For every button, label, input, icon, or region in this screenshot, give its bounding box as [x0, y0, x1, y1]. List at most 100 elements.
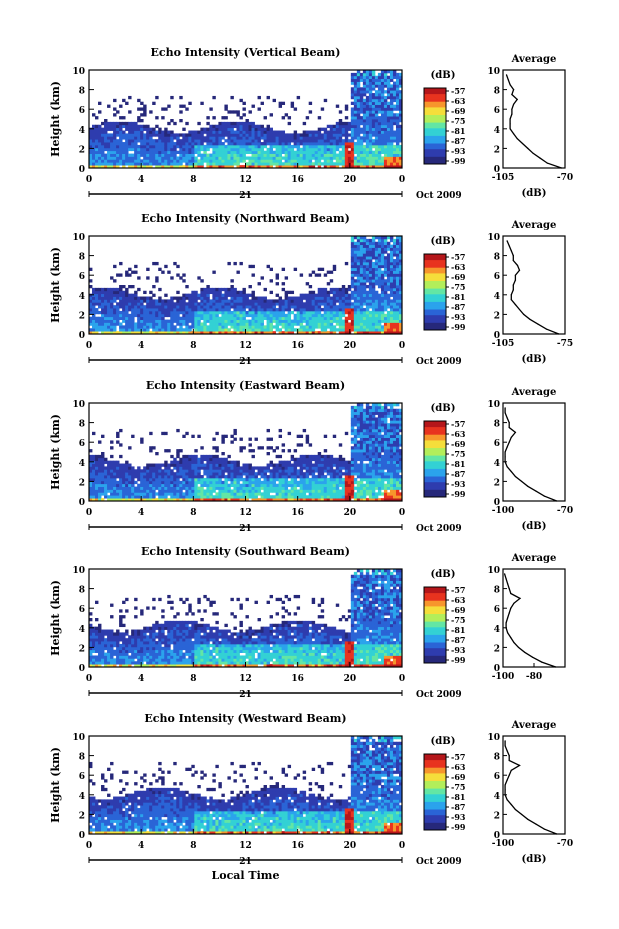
heatmap-cell: [299, 460, 304, 464]
heatmap-cell: [170, 296, 174, 300]
heatmap-cell: [200, 305, 204, 309]
heatmap-cell: [248, 142, 252, 146]
heatmap-cell: [95, 331, 99, 335]
heatmap-cell: [107, 328, 111, 332]
heatmap-cell: [284, 150, 289, 154]
colorbar-swatch: [424, 133, 446, 136]
heatmap-cell: [386, 153, 391, 157]
heatmap-cell: [137, 305, 141, 309]
heatmap-cell: [254, 136, 258, 140]
heatmap-cell: [200, 133, 204, 137]
heatmap-cell: [374, 110, 379, 114]
heatmap-cell: [338, 305, 343, 309]
heatmap-cell: [335, 328, 340, 332]
heatmap-cell: [245, 310, 249, 315]
profile-y-tick-label: 8: [494, 253, 500, 263]
heatmap-cell: [218, 299, 222, 303]
heatmap-cell: [395, 267, 400, 271]
heatmap-cell: [236, 127, 240, 131]
heatmap-cell: [116, 463, 120, 467]
heatmap-cell: [245, 302, 249, 306]
heatmap-cell: [194, 165, 198, 169]
heatmap-cell: [167, 144, 171, 149]
heatmap-cell: [251, 296, 255, 300]
heatmap-cell: [341, 328, 346, 332]
heatmap-cell: [146, 133, 150, 137]
heatmap-cell: [287, 463, 292, 467]
heatmap-cell: [236, 153, 240, 157]
heatmap-cell: [374, 127, 379, 131]
heatmap-cell: [281, 133, 286, 137]
heatmap-cell: [326, 165, 331, 169]
heatmap-cell: [188, 296, 192, 300]
heatmap-cell: [215, 472, 219, 476]
heatmap-cell: [164, 463, 168, 467]
heatmap-cell: [356, 110, 361, 114]
heatmap-cell: [377, 133, 382, 137]
heatmap-cell: [116, 124, 120, 129]
heatmap-cell: [386, 133, 391, 137]
heatmap-cell: [302, 457, 307, 462]
heatmap-cell: [329, 310, 334, 315]
heatmap-cell: [278, 308, 283, 312]
heatmap-cell: [161, 480, 165, 485]
heatmap-cell: [260, 142, 264, 146]
heatmap-cell: [365, 121, 370, 126]
heatmap-cell: [203, 130, 207, 134]
heatmap-cell: [290, 290, 295, 295]
heatmap-cell: [350, 270, 355, 274]
heatmap-cell: [353, 150, 358, 154]
heatmap-cell: [191, 322, 195, 326]
heatmap-cell: [176, 452, 180, 456]
heatmap-cell: [383, 256, 388, 260]
heatmap-cell: [197, 302, 201, 306]
heatmap-cell: [293, 162, 298, 166]
heatmap-cell: [353, 236, 358, 240]
heatmap-cell: [302, 319, 307, 323]
heatmap-cell: [293, 156, 298, 160]
heatmap-cell: [215, 492, 219, 496]
heatmap-cell: [248, 139, 252, 143]
heatmap-cell: [227, 121, 231, 126]
heatmap-cell: [356, 270, 361, 274]
heatmap-cell: [293, 302, 298, 306]
heatmap-cell: [362, 104, 367, 108]
heatmap-cell: [299, 156, 304, 160]
heatmap-cell: [95, 477, 99, 482]
heatmap-cell: [398, 93, 403, 97]
heatmap-cell: [182, 159, 186, 163]
heatmap-cell: [356, 78, 361, 82]
heatmap-cell: [359, 331, 364, 335]
heatmap-cell: [230, 139, 234, 143]
heatmap-cell: [248, 162, 252, 166]
heatmap-cell: [245, 325, 249, 329]
heatmap-cell: [323, 139, 328, 143]
heatmap-cell: [278, 492, 283, 496]
heatmap-cell: [110, 313, 114, 318]
heatmap-cell: [167, 156, 171, 160]
heatmap-cell: [362, 127, 367, 131]
heatmap-cell: [239, 316, 243, 320]
heatmap-cell: [323, 165, 328, 169]
heatmap-cell: [101, 466, 105, 470]
heatmap-cell: [236, 150, 240, 154]
heatmap-cell: [131, 153, 135, 157]
heatmap-cell: [161, 136, 165, 140]
heatmap-cell: [251, 133, 255, 137]
heatmap-cell: [356, 241, 361, 246]
heatmap-cell: [389, 110, 394, 114]
heatmap-cell: [167, 483, 171, 487]
heatmap-cell: [392, 98, 397, 103]
heatmap-cell: [230, 127, 234, 131]
heatmap-cell: [119, 136, 123, 140]
heatmap-cell: [167, 136, 171, 140]
heatmap-cell: [251, 156, 255, 160]
heatmap-cell: [215, 290, 219, 295]
heatmap-cell: [284, 142, 289, 146]
heatmap-cell: [185, 431, 189, 436]
heatmap-cell: [158, 267, 162, 271]
heatmap-cell: [335, 310, 340, 315]
heatmap-cell: [323, 328, 328, 332]
heatmap-cell: [266, 302, 270, 306]
heatmap-cell: [287, 489, 292, 493]
